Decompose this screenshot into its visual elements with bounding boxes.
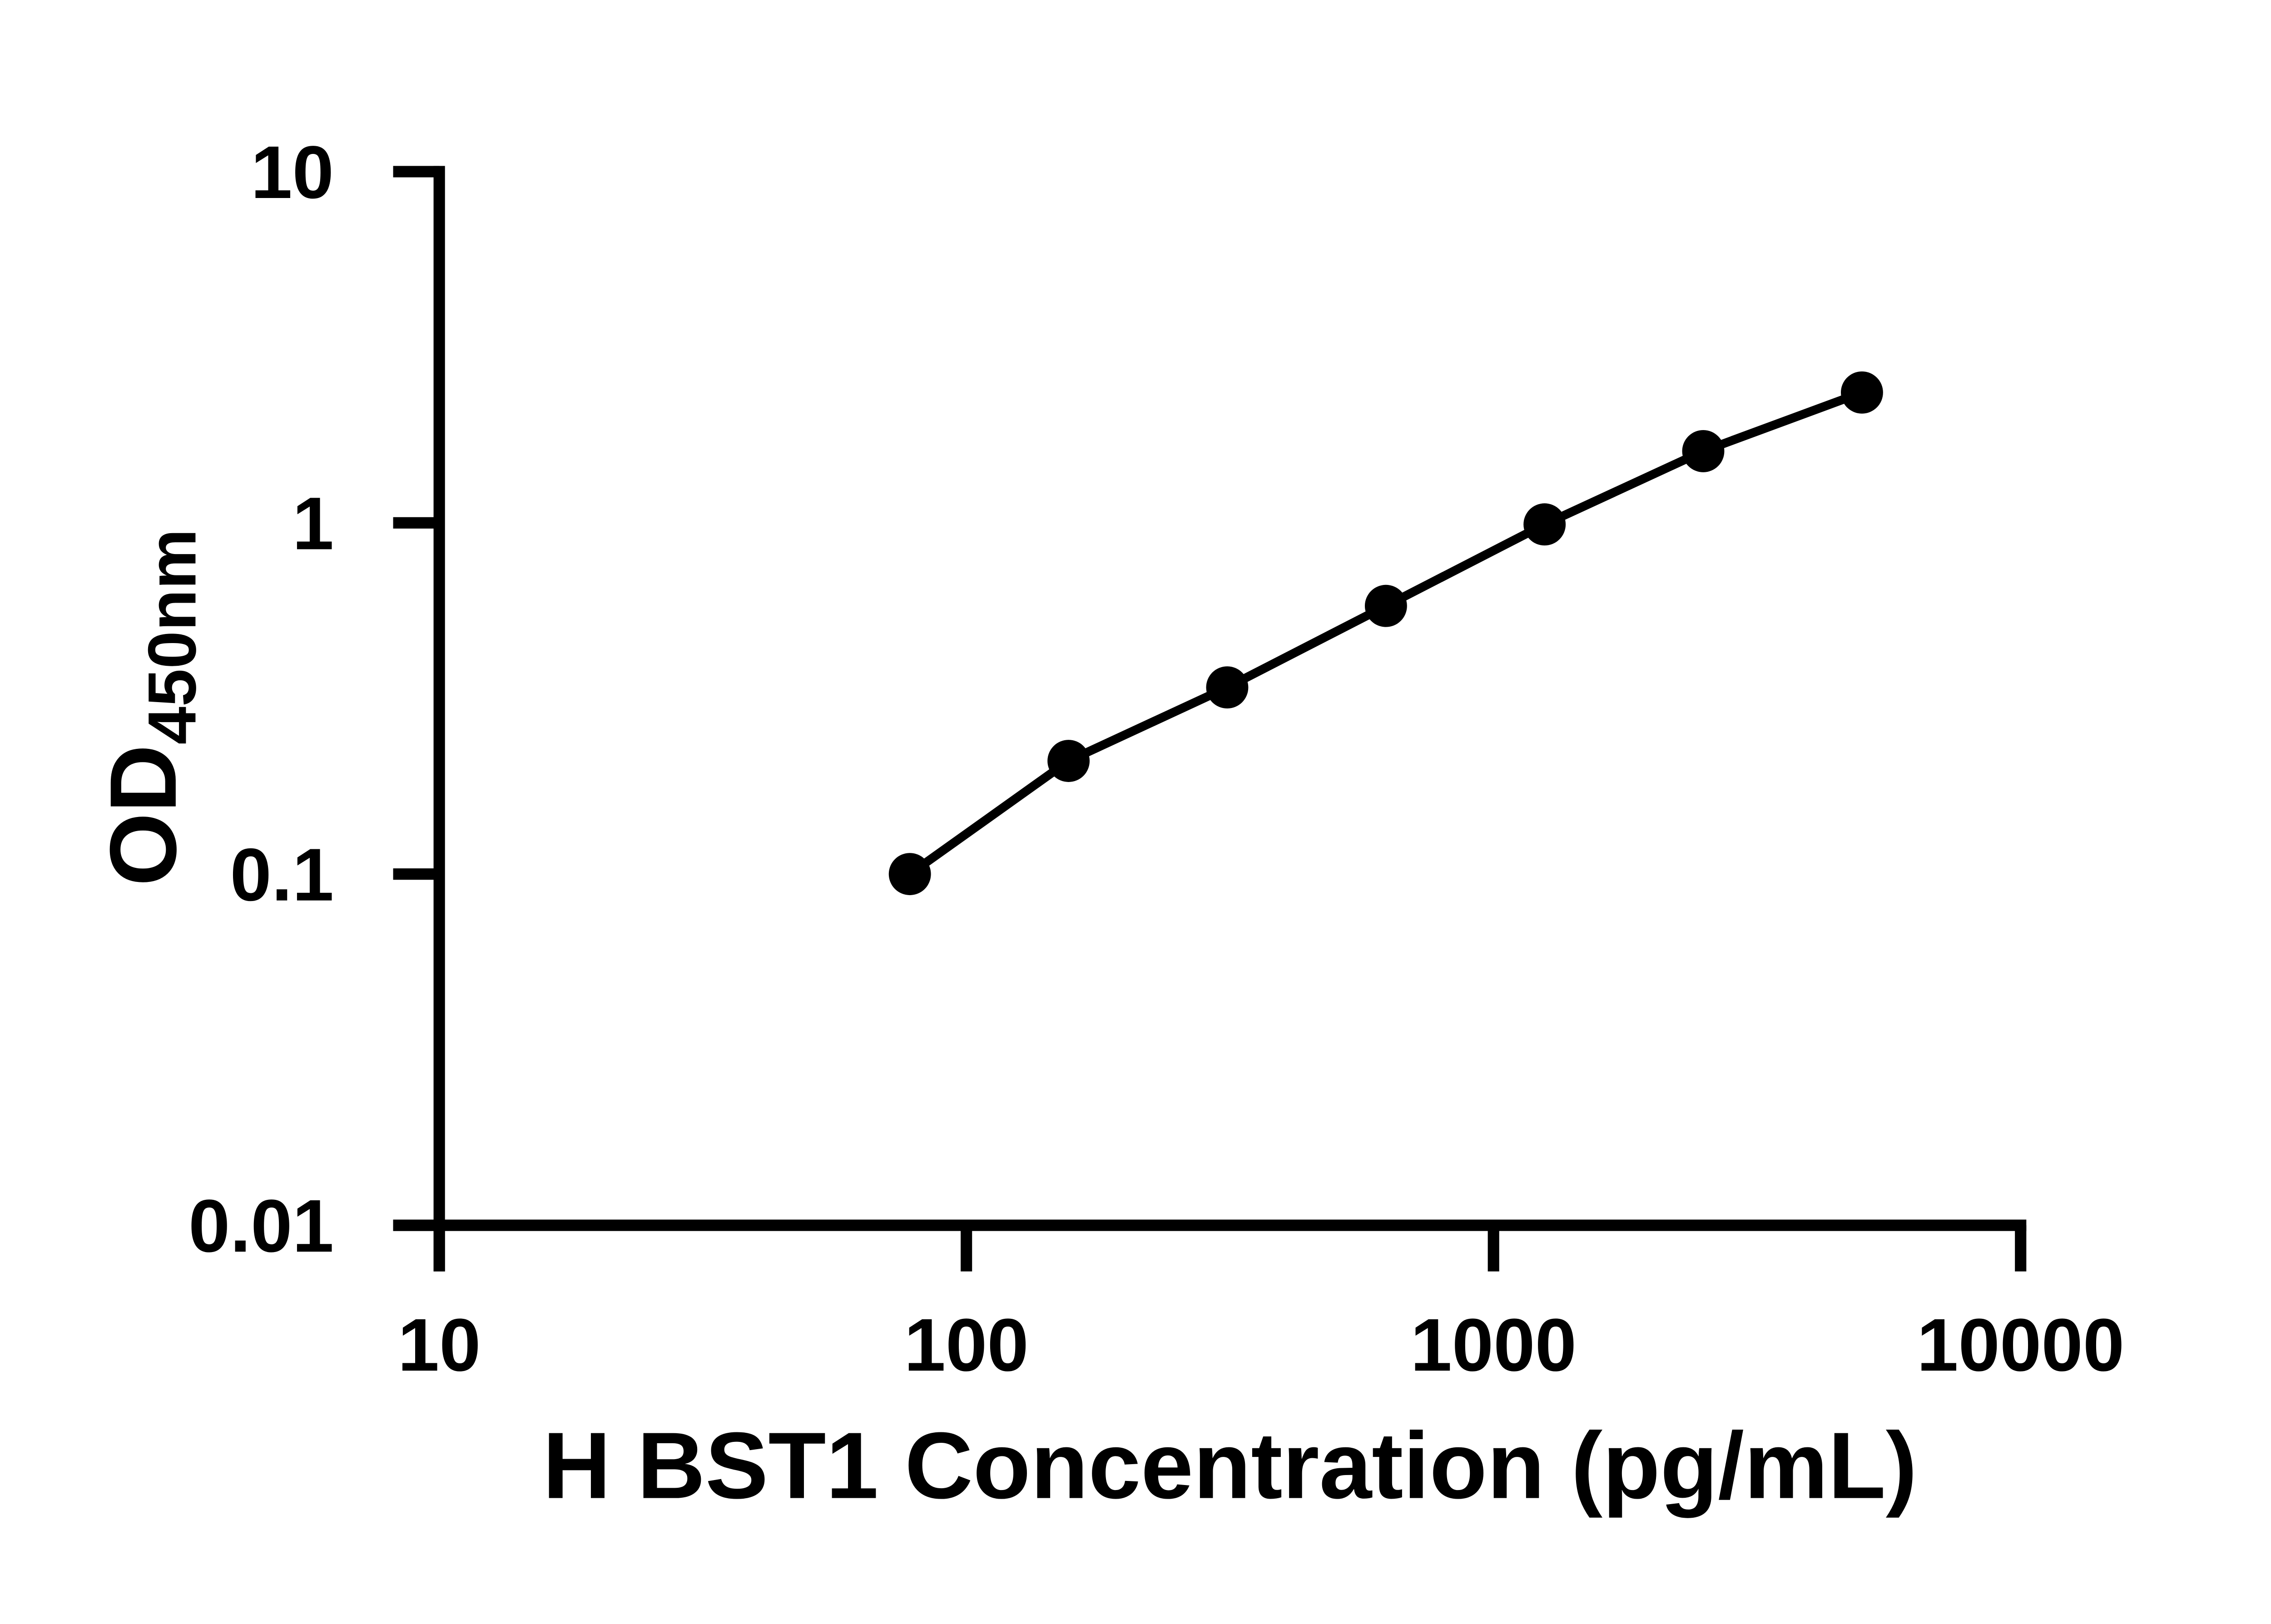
tick-labels: 10 1 0.1 0.01 10 100 1000 10000 <box>188 130 2124 1386</box>
x-axis-title: H BST1 Concentration (pg/mL) <box>543 1413 1917 1519</box>
data-point <box>1840 371 1883 414</box>
y-axis-title: OD450nm <box>91 529 210 886</box>
x-tick-label: 10 <box>398 1303 481 1386</box>
data-point <box>1047 740 1090 782</box>
data-series <box>888 371 1883 896</box>
y-tick-label: 0.1 <box>230 833 334 916</box>
data-point <box>1523 503 1566 546</box>
y-tick-label: 10 <box>251 130 334 214</box>
y-tick-label: 0.01 <box>188 1184 334 1268</box>
data-point <box>1682 430 1725 472</box>
data-point <box>888 853 931 896</box>
y-tick-label: 1 <box>293 481 334 565</box>
y-axis-title-subscript: 450nm <box>134 529 210 744</box>
x-tick-label: 10000 <box>1917 1303 2124 1386</box>
y-axis-title-main: OD <box>91 744 196 886</box>
data-point <box>1206 666 1249 709</box>
axes <box>393 166 2027 1272</box>
x-tick-label: 1000 <box>1410 1303 1577 1386</box>
data-point <box>1364 584 1407 627</box>
x-tick-label: 100 <box>904 1303 1029 1386</box>
